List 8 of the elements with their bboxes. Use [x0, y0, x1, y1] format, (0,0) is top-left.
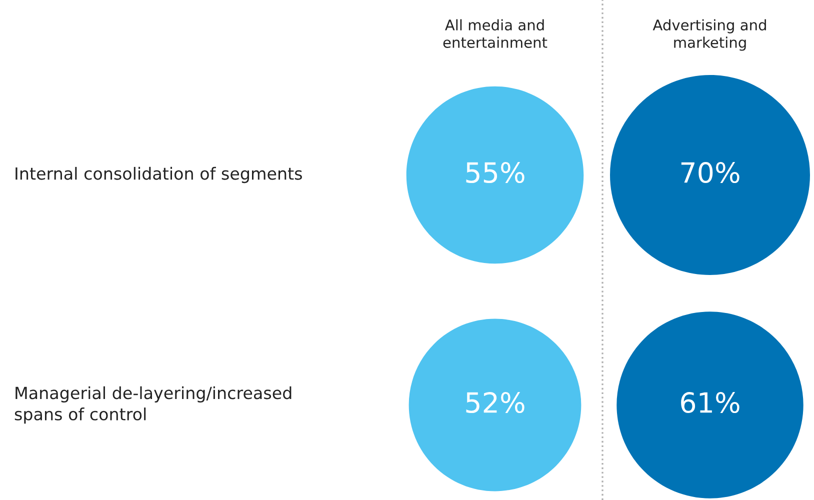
data-label: 70%	[681, 162, 740, 184]
category-label: All media and entertainment	[443, 19, 548, 48]
category-label: Managerial de-layering/increased spans of control	[14, 386, 292, 424]
data-label: 52%	[466, 392, 524, 414]
data-label: 61%	[681, 392, 740, 414]
data-label: 55%	[466, 162, 524, 184]
category-label: Advertising and marketing	[652, 19, 766, 51]
category-label: Internal consolidation of segments	[16, 166, 302, 184]
